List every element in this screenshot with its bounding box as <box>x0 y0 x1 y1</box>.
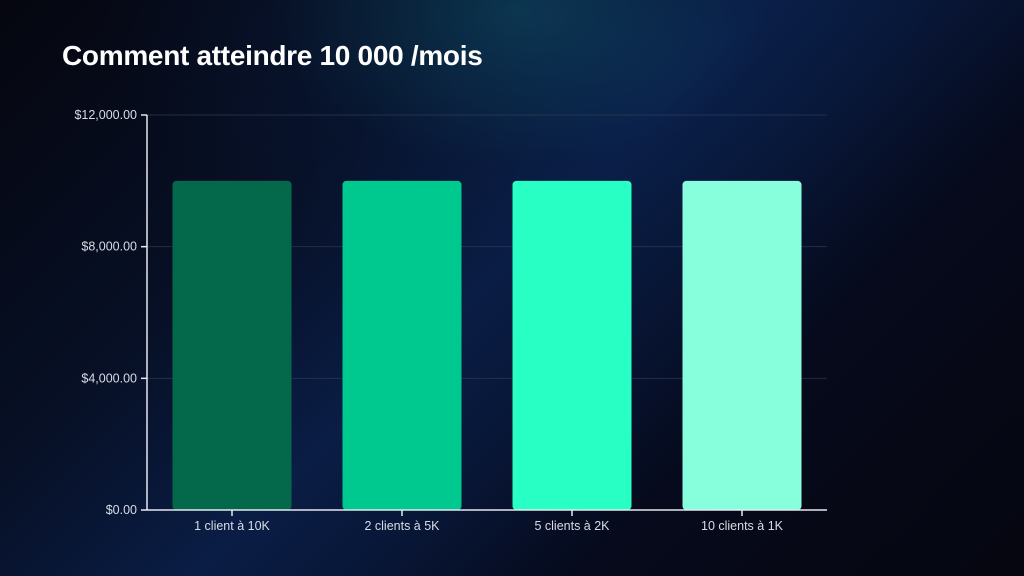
x-tick-label: 10 clients à 1K <box>701 519 784 533</box>
bar <box>172 180 292 511</box>
y-tick-label: $0.00 <box>106 503 137 517</box>
labels: $0.00 $4,000.00 $8,000.00 $12,000.00 1 clien… <box>74 108 783 533</box>
axes <box>146 115 827 511</box>
x-tick-label: 5 clients à 2K <box>534 519 610 533</box>
x-tick-label: 1 client à 10K <box>194 519 270 533</box>
bars <box>172 180 802 511</box>
y-tick-label: $8,000.00 <box>81 240 137 254</box>
bar <box>682 180 802 511</box>
bar <box>342 180 462 511</box>
x-tick-label: 2 clients à 5K <box>364 519 440 533</box>
chart-title: Comment atteindre 10 000 /mois <box>62 40 483 71</box>
y-tick-label: $12,000.00 <box>74 108 137 122</box>
bar <box>512 180 632 511</box>
y-tick-label: $4,000.00 <box>81 371 137 385</box>
